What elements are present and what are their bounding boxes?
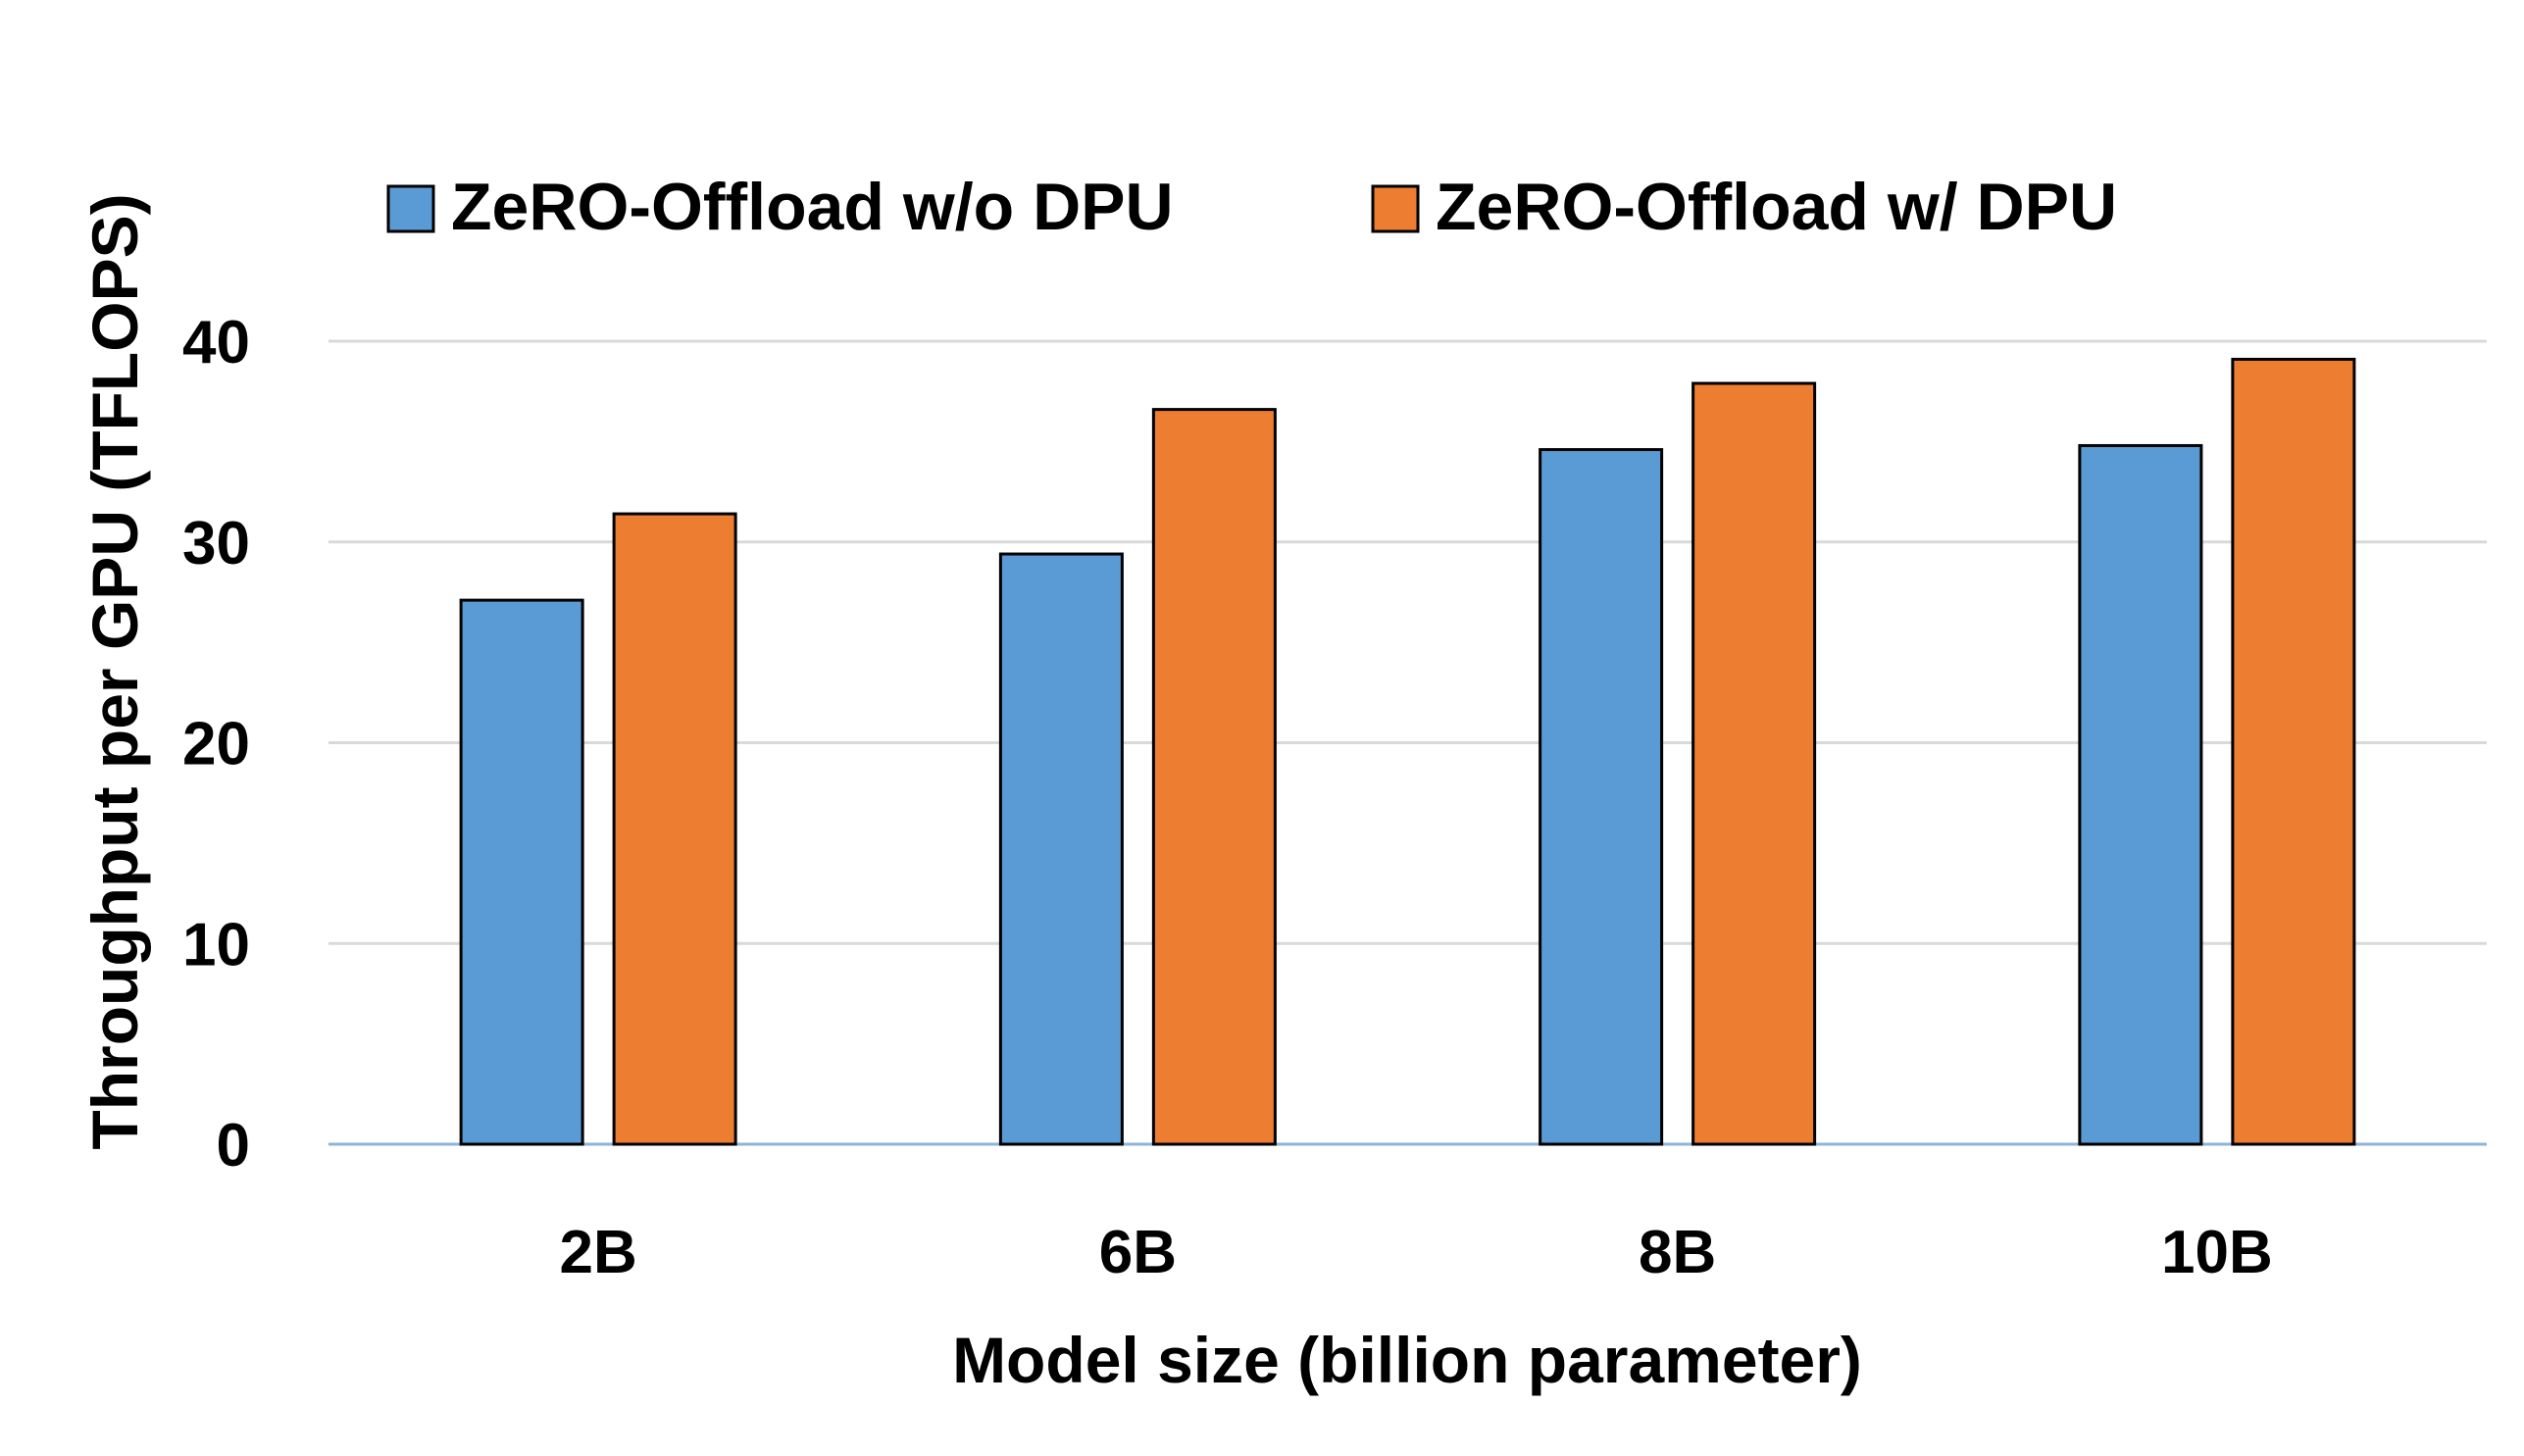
y-axis-title: Throughput per GPU (TFLOPS) [78,193,151,1149]
x-tick-label: 2B [559,1219,636,1286]
y-tick-label: 30 [182,510,250,577]
bar-with-dpu-2B [612,512,737,1146]
bar-without-dpu-2B [459,598,584,1146]
legend: ZeRO-Offload w/o DPU ZeRO-Offload w/ DPU [386,170,2117,244]
legend-swatch [386,184,435,233]
x-tick-labels: 2B 6B 8B 10B [559,1219,2272,1286]
bars [459,357,2356,1146]
bar-with-dpu-8B [1691,381,1817,1146]
y-tick-labels: 0 10 20 30 40 [182,309,250,1180]
y-tick-label: 10 [182,911,250,979]
y-tick-label: 20 [182,711,250,778]
bar-without-dpu-10B [2078,443,2203,1146]
x-axis-title: Model size (billion parameter) [952,1324,1862,1396]
bar-with-dpu-10B [2231,357,2356,1146]
bar-with-dpu-6B [1151,408,1277,1146]
legend-label: ZeRO-Offload w/o DPU [451,170,1174,244]
legend-label: ZeRO-Offload w/ DPU [1436,170,2117,244]
y-tick-label: 40 [182,309,250,377]
x-tick-label: 10B [2161,1219,2273,1286]
bar-without-dpu-6B [998,552,1124,1146]
x-tick-label: 6B [1099,1219,1177,1286]
y-tick-label: 0 [217,1112,250,1180]
bar-without-dpu-8B [1539,448,1664,1146]
x-tick-label: 8B [1639,1219,1716,1286]
legend-swatch [1371,184,1420,233]
